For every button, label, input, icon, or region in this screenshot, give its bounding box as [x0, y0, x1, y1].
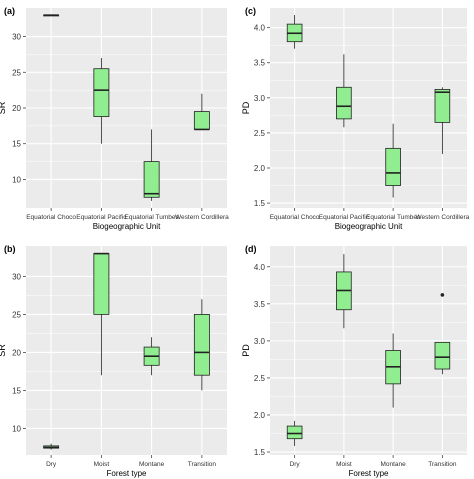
y-tick-label: 20	[12, 348, 21, 357]
y-tick-label: 4.0	[254, 24, 266, 33]
y-tick-label: 30	[12, 33, 21, 42]
x-tick-label: Dry	[46, 461, 57, 468]
box-1	[286, 420, 303, 447]
y-tick-label: 1.5	[254, 448, 266, 457]
box-4	[434, 87, 451, 154]
x-tick-label: Dry	[290, 461, 301, 468]
y-tick-label: 30	[12, 272, 21, 281]
x-tick-label: Equatorial Pacific	[76, 214, 127, 221]
y-tick-label: 2.5	[254, 129, 266, 138]
outlier-point	[440, 293, 445, 297]
box-4	[434, 341, 451, 375]
y-tick-label: 3.0	[254, 94, 266, 103]
y-tick-label: 4.0	[254, 263, 266, 272]
y-tick-label: 10	[12, 424, 21, 433]
x-tick-label: Moist	[94, 461, 110, 468]
box-1	[43, 443, 60, 450]
y-axis-label: PD	[241, 101, 251, 114]
y-tick-label: 25	[12, 310, 21, 319]
x-tick-label: Western Cordillera	[416, 214, 470, 221]
y-axis-label: PD	[241, 344, 251, 357]
box-2	[93, 252, 110, 376]
box-body	[336, 86, 352, 120]
box-3	[143, 129, 160, 201]
y-tick-label: 15	[12, 140, 21, 149]
box-1	[43, 14, 60, 17]
y-tick-label: 25	[12, 68, 21, 77]
x-tick-label: Equatorial Choco	[270, 214, 320, 221]
box-3	[143, 337, 160, 376]
y-axis-label: SR	[0, 344, 7, 357]
panel-d: 1.5 2.0 2.5 3.0 3.5 4.0 Dry Moist Montane Transit…	[241, 244, 467, 478]
box-2	[93, 58, 110, 144]
x-tick-label: Western Cordillera	[175, 214, 229, 221]
x-tick-label: Transition	[428, 461, 457, 468]
box-body	[93, 253, 110, 315]
panel-label: (c)	[245, 6, 256, 16]
x-tick-label: Equatorial Choco	[26, 214, 76, 221]
box-2	[336, 254, 352, 329]
box-body	[286, 425, 303, 440]
y-tick-label: 3.0	[254, 337, 266, 346]
y-tick-label: 2.5	[254, 374, 266, 383]
y-tick-label: 2.0	[254, 164, 266, 173]
panel-label: (a)	[4, 6, 15, 16]
y-axis-label: SR	[0, 101, 7, 114]
x-tick-label: Equatorial Tumbes	[366, 214, 421, 221]
x-tick-label: Equatorial Tumbes	[125, 214, 180, 221]
x-tick-label: Montane	[380, 461, 406, 468]
box-3	[385, 333, 401, 408]
y-tick-label: 10	[12, 175, 21, 184]
box-4	[193, 299, 210, 391]
box-body	[143, 161, 160, 198]
plot-panel-background	[270, 246, 467, 455]
y-tick-label: 15	[12, 386, 21, 395]
box-body	[434, 341, 451, 370]
panel-label: (b)	[4, 244, 16, 254]
x-axis-label: Biogeographic Unit	[335, 222, 403, 231]
panel-label: (d)	[245, 244, 257, 254]
x-tick-label: Montane	[139, 461, 165, 468]
y-tick-label: 2.0	[254, 411, 266, 420]
box-body	[93, 68, 110, 117]
box-4	[193, 93, 210, 131]
panel-b: 10 15 20 25 30 Dry Moist Montane Transition Fores…	[0, 244, 227, 478]
y-tick-label: 3.5	[254, 59, 266, 68]
box-body	[193, 111, 210, 130]
x-tick-label: Transition	[188, 461, 217, 468]
x-tick-label: Moist	[336, 461, 352, 468]
box-2	[336, 54, 352, 128]
x-axis-label: Biogeographic Unit	[93, 222, 161, 231]
box-body	[385, 147, 401, 186]
y-tick-label: 20	[12, 104, 21, 113]
x-tick-label: Equatorial Pacific	[319, 214, 370, 221]
panel-a: 10 15 20 25 30 Equatorial Choco Equatorial Pac…	[0, 6, 229, 231]
y-tick-label: 1.5	[254, 199, 266, 208]
box-3	[385, 123, 401, 198]
x-axis-label: Forest type	[348, 469, 389, 478]
box-body	[434, 89, 451, 123]
box-body	[193, 313, 210, 376]
box-1	[286, 15, 303, 49]
plot-panel-background	[270, 8, 467, 208]
plot-panel-background	[26, 246, 227, 455]
y-tick-label: 3.5	[254, 300, 266, 309]
x-axis-label: Forest type	[106, 469, 147, 478]
